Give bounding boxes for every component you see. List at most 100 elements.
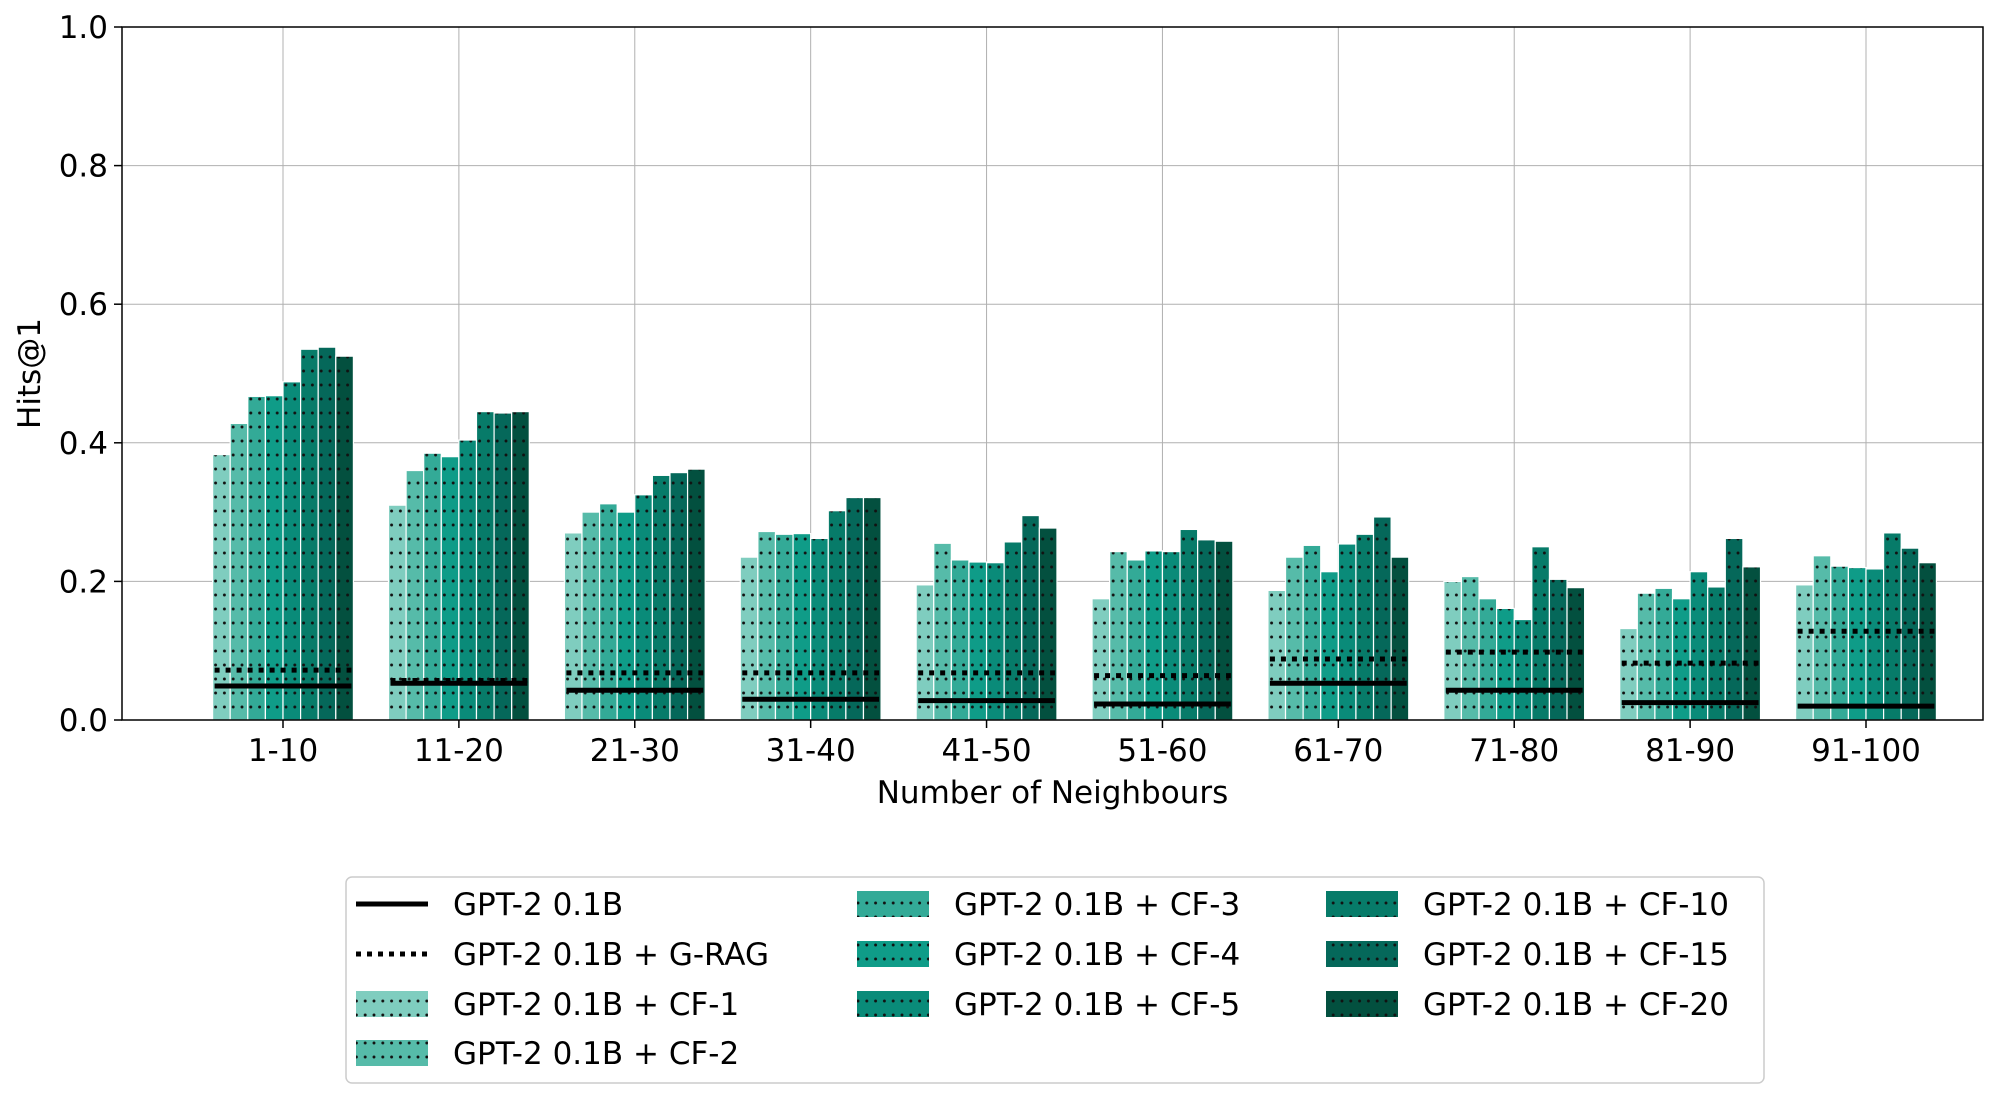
- bar-gpt-2-0-1b-cf-15-1-10: [317, 346, 337, 721]
- bar-gpt-2-0-1b-cf-1-31-40: [739, 556, 759, 721]
- bar-gpt-2-0-1b-cf-5-31-40: [810, 537, 829, 721]
- bar-gpt-2-0-1b-cf-3-51-60: [1126, 559, 1146, 721]
- bar-gpt-2-0-1b-cf-2-1-10: [229, 422, 249, 721]
- bar-gpt-2-0-1b-cf-10-21-30: [651, 474, 671, 721]
- bar-gpt-2-0-1b-cf-10-1-10: [300, 348, 319, 721]
- bar-gpt-2-0-1b-cf-1-11-20: [387, 504, 407, 721]
- legend-label: GPT-2 0.1B + CF-4: [954, 937, 1240, 973]
- bar-gpt-2-0-1b-cf-3-71-80: [1478, 598, 1498, 721]
- bar-gpt-2-0-1b-cf-4-41-50: [968, 561, 988, 721]
- bar-gpt-2-0-1b-cf-20-21-30: [686, 468, 706, 721]
- x-axis-label: Number of Neighbours: [877, 775, 1229, 811]
- bar-gpt-2-0-1b-cf-3-21-30: [598, 503, 618, 721]
- bar-gpt-2-0-1b-cf-4-71-80: [1496, 607, 1515, 721]
- bar-gpt-2-0-1b-cf-2-51-60: [1109, 551, 1128, 721]
- bar-gpt-2-0-1b-cf-20-91-100: [1918, 562, 1938, 721]
- legend-item: GPT-2 0.1B + CF-5: [857, 987, 1240, 1023]
- legend-frame: [345, 876, 1765, 1084]
- x-tick-label: 21-30: [590, 733, 680, 769]
- bar-gpt-2-0-1b-cf-15-61-70: [1372, 516, 1392, 721]
- bar-gpt-2-0-1b-cf-4-91-100: [1847, 566, 1867, 721]
- bar-gpt-2-0-1b-cf-10-31-40: [827, 510, 847, 721]
- bar-gpt-2-0-1b-cf-3-61-70: [1302, 544, 1322, 721]
- bar-gpt-2-0-1b-cf-5-71-80: [1513, 618, 1533, 721]
- bar-gpt-2-0-1b-cf-2-61-70: [1284, 556, 1304, 721]
- bar-gpt-2-0-1b-cf-15-51-60: [1197, 539, 1216, 721]
- bar-gpt-2-0-1b-cf-10-61-70: [1355, 533, 1375, 721]
- legend-item: GPT-2 0.1B + CF-20: [1326, 987, 1729, 1023]
- bar-gpt-2-0-1b-cf-2-31-40: [757, 530, 777, 721]
- bar-gpt-2-0-1b-cf-15-81-90: [1724, 537, 1744, 721]
- legend-item: GPT-2 0.1B: [356, 887, 623, 923]
- legend-swatch: [1326, 891, 1398, 917]
- bar-gpt-2-0-1b-cf-15-91-100: [1900, 547, 1920, 721]
- legend-label: GPT-2 0.1B: [453, 887, 623, 923]
- legend-swatch: [356, 1040, 428, 1066]
- legend-swatch: [1326, 941, 1398, 967]
- x-axis: 1-10 11-20 21-30 31-40 41-50 51-60 61-70 71-80 8…: [248, 720, 1921, 769]
- legend-swatch: [1326, 991, 1398, 1017]
- bar-gpt-2-0-1b-cf-15-31-40: [845, 496, 865, 721]
- y-axis-label: Hits@1: [12, 318, 48, 429]
- legend-label: GPT-2 0.1B + CF-3: [954, 887, 1240, 923]
- y-tick-label: 0.0: [59, 703, 108, 739]
- legend-label: GPT-2 0.1B + CF-15: [1423, 937, 1729, 973]
- legend-item: GPT-2 0.1B + G-RAG: [356, 937, 769, 973]
- legend-swatch: [857, 991, 929, 1017]
- bar-gpt-2-0-1b-cf-15-21-30: [669, 471, 689, 721]
- legend-label: GPT-2 0.1B + CF-20: [1423, 987, 1729, 1023]
- bar-gpt-2-0-1b-cf-1-1-10: [212, 453, 231, 721]
- bar-gpt-2-0-1b-cf-5-21-30: [634, 494, 653, 721]
- bar-gpt-2-0-1b-cf-20-31-40: [862, 496, 882, 721]
- y-tick-label: 1.0: [59, 10, 108, 46]
- legend-item: GPT-2 0.1B + CF-15: [1326, 937, 1729, 973]
- bar-gpt-2-0-1b-cf-1-91-100: [1794, 584, 1814, 721]
- bar-gpt-2-0-1b-cf-4-61-70: [1320, 571, 1339, 721]
- reference-lines: [214, 628, 1935, 709]
- x-tick-label: 71-80: [1469, 733, 1559, 769]
- bar-gpt-2-0-1b-cf-1-61-70: [1267, 589, 1287, 721]
- bar-gpt-2-0-1b-cf-10-81-90: [1707, 586, 1726, 721]
- legend-swatch: [857, 941, 929, 967]
- y-tick-label: 0.8: [59, 149, 108, 185]
- bar-gpt-2-0-1b-cf-5-91-100: [1865, 568, 1885, 721]
- bar-gpt-2-0-1b-cf-15-41-50: [1021, 514, 1040, 721]
- bar-gpt-2-0-1b-cf-5-61-70: [1337, 543, 1357, 721]
- legend-item: GPT-2 0.1B + CF-1: [356, 987, 739, 1023]
- bar-gpt-2-0-1b-cf-2-71-80: [1460, 575, 1480, 721]
- x-tick-label: 81-90: [1645, 733, 1735, 769]
- legend-label: GPT-2 0.1B + CF-1: [453, 987, 739, 1023]
- legend-label: GPT-2 0.1B + G-RAG: [453, 937, 769, 973]
- bar-gpt-2-0-1b-cf-20-81-90: [1742, 566, 1762, 721]
- y-tick-label: 0.6: [59, 287, 108, 323]
- legend: GPT-2 0.1B GPT-2 0.1B + G-RAG GPT-2 0.1B +…: [345, 876, 1765, 1084]
- x-tick-label: 41-50: [942, 733, 1032, 769]
- bar-gpt-2-0-1b-cf-20-41-50: [1038, 527, 1058, 721]
- y-tick-label: 0.4: [59, 426, 108, 462]
- bar-gpt-2-0-1b-cf-3-91-100: [1830, 565, 1850, 721]
- y-axis: 0.0 0.2 0.4 0.6 0.8 1.0: [59, 10, 122, 739]
- bar-gpt-2-0-1b-cf-10-51-60: [1179, 528, 1199, 721]
- plot-frame: [121, 26, 1984, 721]
- bar-gpt-2-0-1b-cf-4-51-60: [1144, 550, 1164, 721]
- legend-item: GPT-2 0.1B + CF-4: [857, 937, 1240, 973]
- x-tick-label: 61-70: [1293, 733, 1383, 769]
- legend-label: GPT-2 0.1B + CF-2: [453, 1036, 739, 1072]
- bar-gpt-2-0-1b-cf-5-81-90: [1689, 571, 1709, 721]
- bar-gpt-2-0-1b-cf-3-31-40: [774, 533, 794, 721]
- legend-item: GPT-2 0.1B + CF-10: [1326, 887, 1729, 923]
- bar-gpt-2-0-1b-cf-2-41-50: [933, 542, 952, 721]
- x-tick-label: 91-100: [1811, 733, 1921, 769]
- bar-gpt-2-0-1b-cf-5-51-60: [1161, 551, 1181, 721]
- legend-item: GPT-2 0.1B + CF-2: [356, 1036, 739, 1072]
- bar-gpt-2-0-1b-cf-15-11-20: [493, 412, 513, 721]
- bar-gpt-2-0-1b-cf-10-41-50: [1003, 541, 1023, 721]
- legend-swatch: [356, 991, 428, 1017]
- bar-gpt-2-0-1b-cf-10-91-100: [1882, 532, 1902, 721]
- bar-gpt-2-0-1b-cf-2-91-100: [1812, 555, 1832, 721]
- bar-gpt-2-0-1b-cf-20-51-60: [1214, 540, 1234, 721]
- bar-gpt-2-0-1b-cf-5-41-50: [985, 562, 1005, 721]
- legend-swatch: [857, 891, 929, 917]
- legend-label: GPT-2 0.1B + CF-5: [954, 987, 1240, 1023]
